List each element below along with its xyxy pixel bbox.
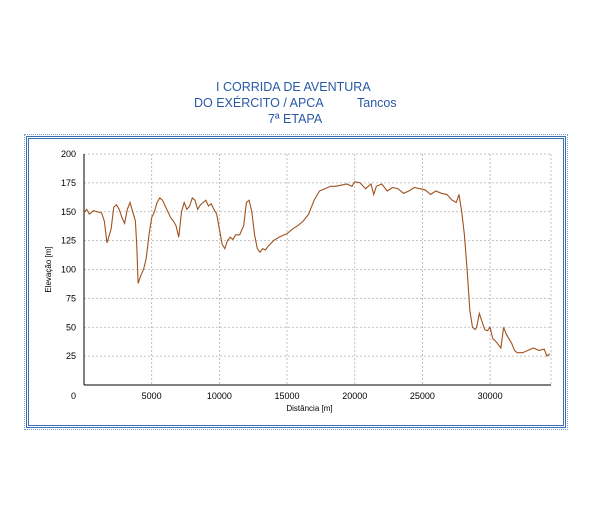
y-tick-label: 75 — [66, 293, 76, 303]
chart-grid — [84, 153, 551, 385]
x-axis-label: Distância [m] — [286, 404, 332, 413]
x-tick-label: 20000 — [342, 391, 367, 401]
x-tick-labels: 5000 10000 15000 20000 25000 30000 — [142, 391, 503, 401]
x-tick-label: 15000 — [275, 391, 300, 401]
y-tick-label: 0 — [71, 391, 76, 401]
chart-title-line-1: I CORRIDA DE AVENTURA — [216, 80, 371, 94]
elevation-line — [83, 181, 550, 358]
y-tick-label: 50 — [66, 322, 76, 332]
x-tick-label: 5000 — [142, 391, 162, 401]
chart-title-line-3: 7ª ETAPA — [268, 112, 323, 126]
chart-title-line-2: DO EXÉRCITO / APCA — [194, 96, 324, 110]
y-tick-labels: 0 25 50 75 100 125 150 175 200 — [61, 149, 76, 401]
x-tick-label: 30000 — [478, 391, 503, 401]
chart-axes — [83, 154, 552, 386]
y-tick-label: 175 — [61, 178, 76, 188]
y-axis-label: Elevação [m] — [44, 246, 53, 292]
y-tick-label: 150 — [61, 207, 76, 217]
y-tick-label: 25 — [66, 351, 76, 361]
x-tick-label: 25000 — [410, 391, 435, 401]
y-tick-label: 200 — [61, 149, 76, 159]
x-tick-label: 10000 — [207, 391, 232, 401]
chart-frame — [24, 134, 568, 430]
y-tick-label: 100 — [61, 265, 76, 275]
y-tick-label: 125 — [61, 236, 76, 246]
chart-subtitle: Tancos — [357, 96, 397, 110]
